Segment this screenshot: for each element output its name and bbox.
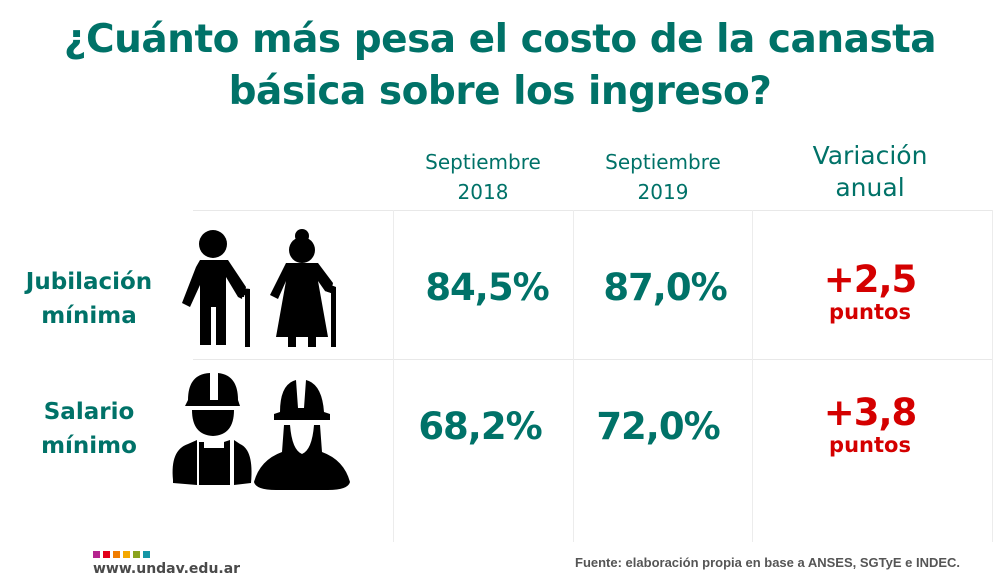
column-header-sept-2019: Septiembre 2019 xyxy=(578,147,748,207)
undav-logo-squares xyxy=(93,551,150,558)
page-title: ¿Cuánto más pesa el costo de la canasta … xyxy=(0,14,1000,118)
column-header-variation-line2: anual xyxy=(835,173,905,202)
logo-square xyxy=(113,551,120,558)
column-header-sept-2018: Septiembre 2018 xyxy=(398,147,568,207)
variation-unit: puntos xyxy=(829,300,911,324)
column-header-month: Septiembre xyxy=(425,150,541,174)
column-header-month: Septiembre xyxy=(605,150,721,174)
row-label-salario: Salario mínimo xyxy=(9,395,169,463)
value-salario-2019: 72,0% xyxy=(596,405,720,448)
row-label-line2: mínimo xyxy=(41,433,137,459)
variation-value: +3,8 xyxy=(823,391,918,434)
grid-line-col2 xyxy=(573,210,574,542)
title-line-2: básica sobre los ingreso? xyxy=(228,69,772,114)
construction-workers-icon xyxy=(172,373,350,490)
column-header-variation-line1: Variación xyxy=(812,141,928,170)
title-line-1: ¿Cuánto más pesa el costo de la canasta xyxy=(63,17,937,62)
row-label-line2: mínima xyxy=(41,303,137,329)
variation-value: +2,5 xyxy=(823,258,918,301)
grid-line-col4 xyxy=(992,210,993,542)
variation-unit: puntos xyxy=(829,433,911,457)
logo-square xyxy=(103,551,110,558)
column-header-year: 2019 xyxy=(637,180,689,204)
value-jubilacion-2019: 87,0% xyxy=(603,266,727,309)
logo-square xyxy=(93,551,100,558)
logo-square xyxy=(143,551,150,558)
row-label-line1: Jubilación xyxy=(25,269,153,295)
grid-line-middle xyxy=(193,359,993,360)
column-header-year: 2018 xyxy=(457,180,509,204)
logo-square xyxy=(133,551,140,558)
value-salario-2018: 68,2% xyxy=(418,405,542,448)
grid-line-col3 xyxy=(752,210,753,542)
grid-line-top xyxy=(193,210,993,211)
row-label-jubilacion: Jubilación mínima xyxy=(9,265,169,333)
elderly-couple-icon xyxy=(182,229,336,347)
source-note: Fuente: elaboración propia en base a ANS… xyxy=(575,555,961,570)
variation-jubilacion: +2,5 puntos xyxy=(780,258,960,325)
grid-line-col1 xyxy=(393,210,394,542)
undav-url[interactable]: www.undav.edu.ar xyxy=(93,561,241,577)
column-header-variation: Variación anual xyxy=(780,140,960,204)
logo-square xyxy=(123,551,130,558)
variation-salario: +3,8 puntos xyxy=(780,391,960,458)
row-label-line1: Salario xyxy=(43,399,135,425)
value-jubilacion-2018: 84,5% xyxy=(425,266,549,309)
